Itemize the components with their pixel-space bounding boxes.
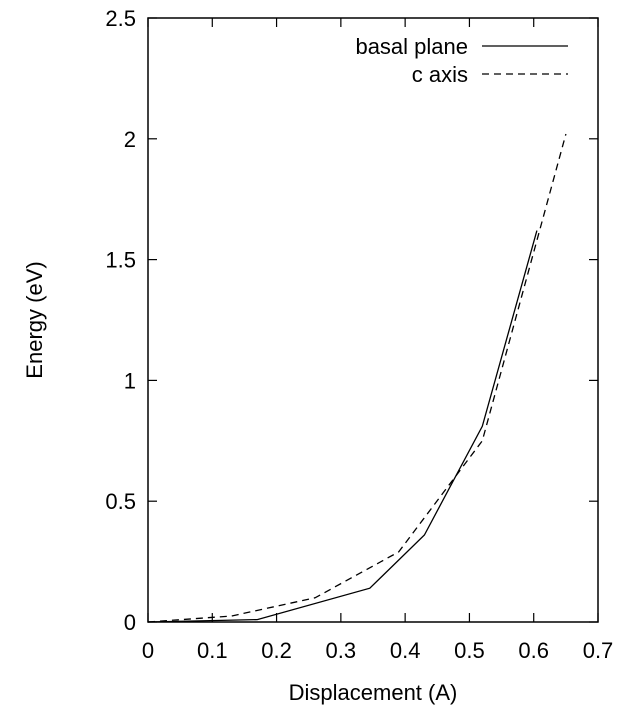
y-tick-label: 0 <box>124 610 136 635</box>
x-tick-label: 0.7 <box>583 638 614 663</box>
x-tick-label: 0.3 <box>326 638 357 663</box>
x-tick-label: 0.4 <box>390 638 421 663</box>
y-tick-label: 1 <box>124 368 136 393</box>
legend-label: c axis <box>412 62 468 87</box>
legend: basal plane c axis <box>355 34 568 87</box>
y-tick-label: 0.5 <box>105 489 136 514</box>
y-axis-ticks: 0 0.5 1 1.5 2 2.5 <box>105 6 598 635</box>
x-tick-label: 0.2 <box>261 638 292 663</box>
series-line-c-axis <box>147 133 567 623</box>
legend-label: basal plane <box>355 34 468 59</box>
y-tick-label: 1.5 <box>105 248 136 273</box>
x-tick-label: 0.5 <box>454 638 485 663</box>
y-tick-label: 2.5 <box>105 6 136 31</box>
plot-frame <box>147 17 599 623</box>
x-axis-label: Displacement (A) <box>289 680 458 705</box>
series-layer <box>147 133 567 623</box>
x-tick-label: 0 <box>142 638 154 663</box>
x-tick-label: 0.6 <box>518 638 549 663</box>
series-line-basal-plane <box>147 230 538 623</box>
y-axis-label: Energy (eV) <box>22 261 47 378</box>
y-tick-label: 2 <box>124 127 136 152</box>
x-tick-label: 0.1 <box>197 638 228 663</box>
x-axis-ticks: 0 0.1 0.2 0.3 0.4 0.5 0.6 0.7 <box>142 18 613 663</box>
